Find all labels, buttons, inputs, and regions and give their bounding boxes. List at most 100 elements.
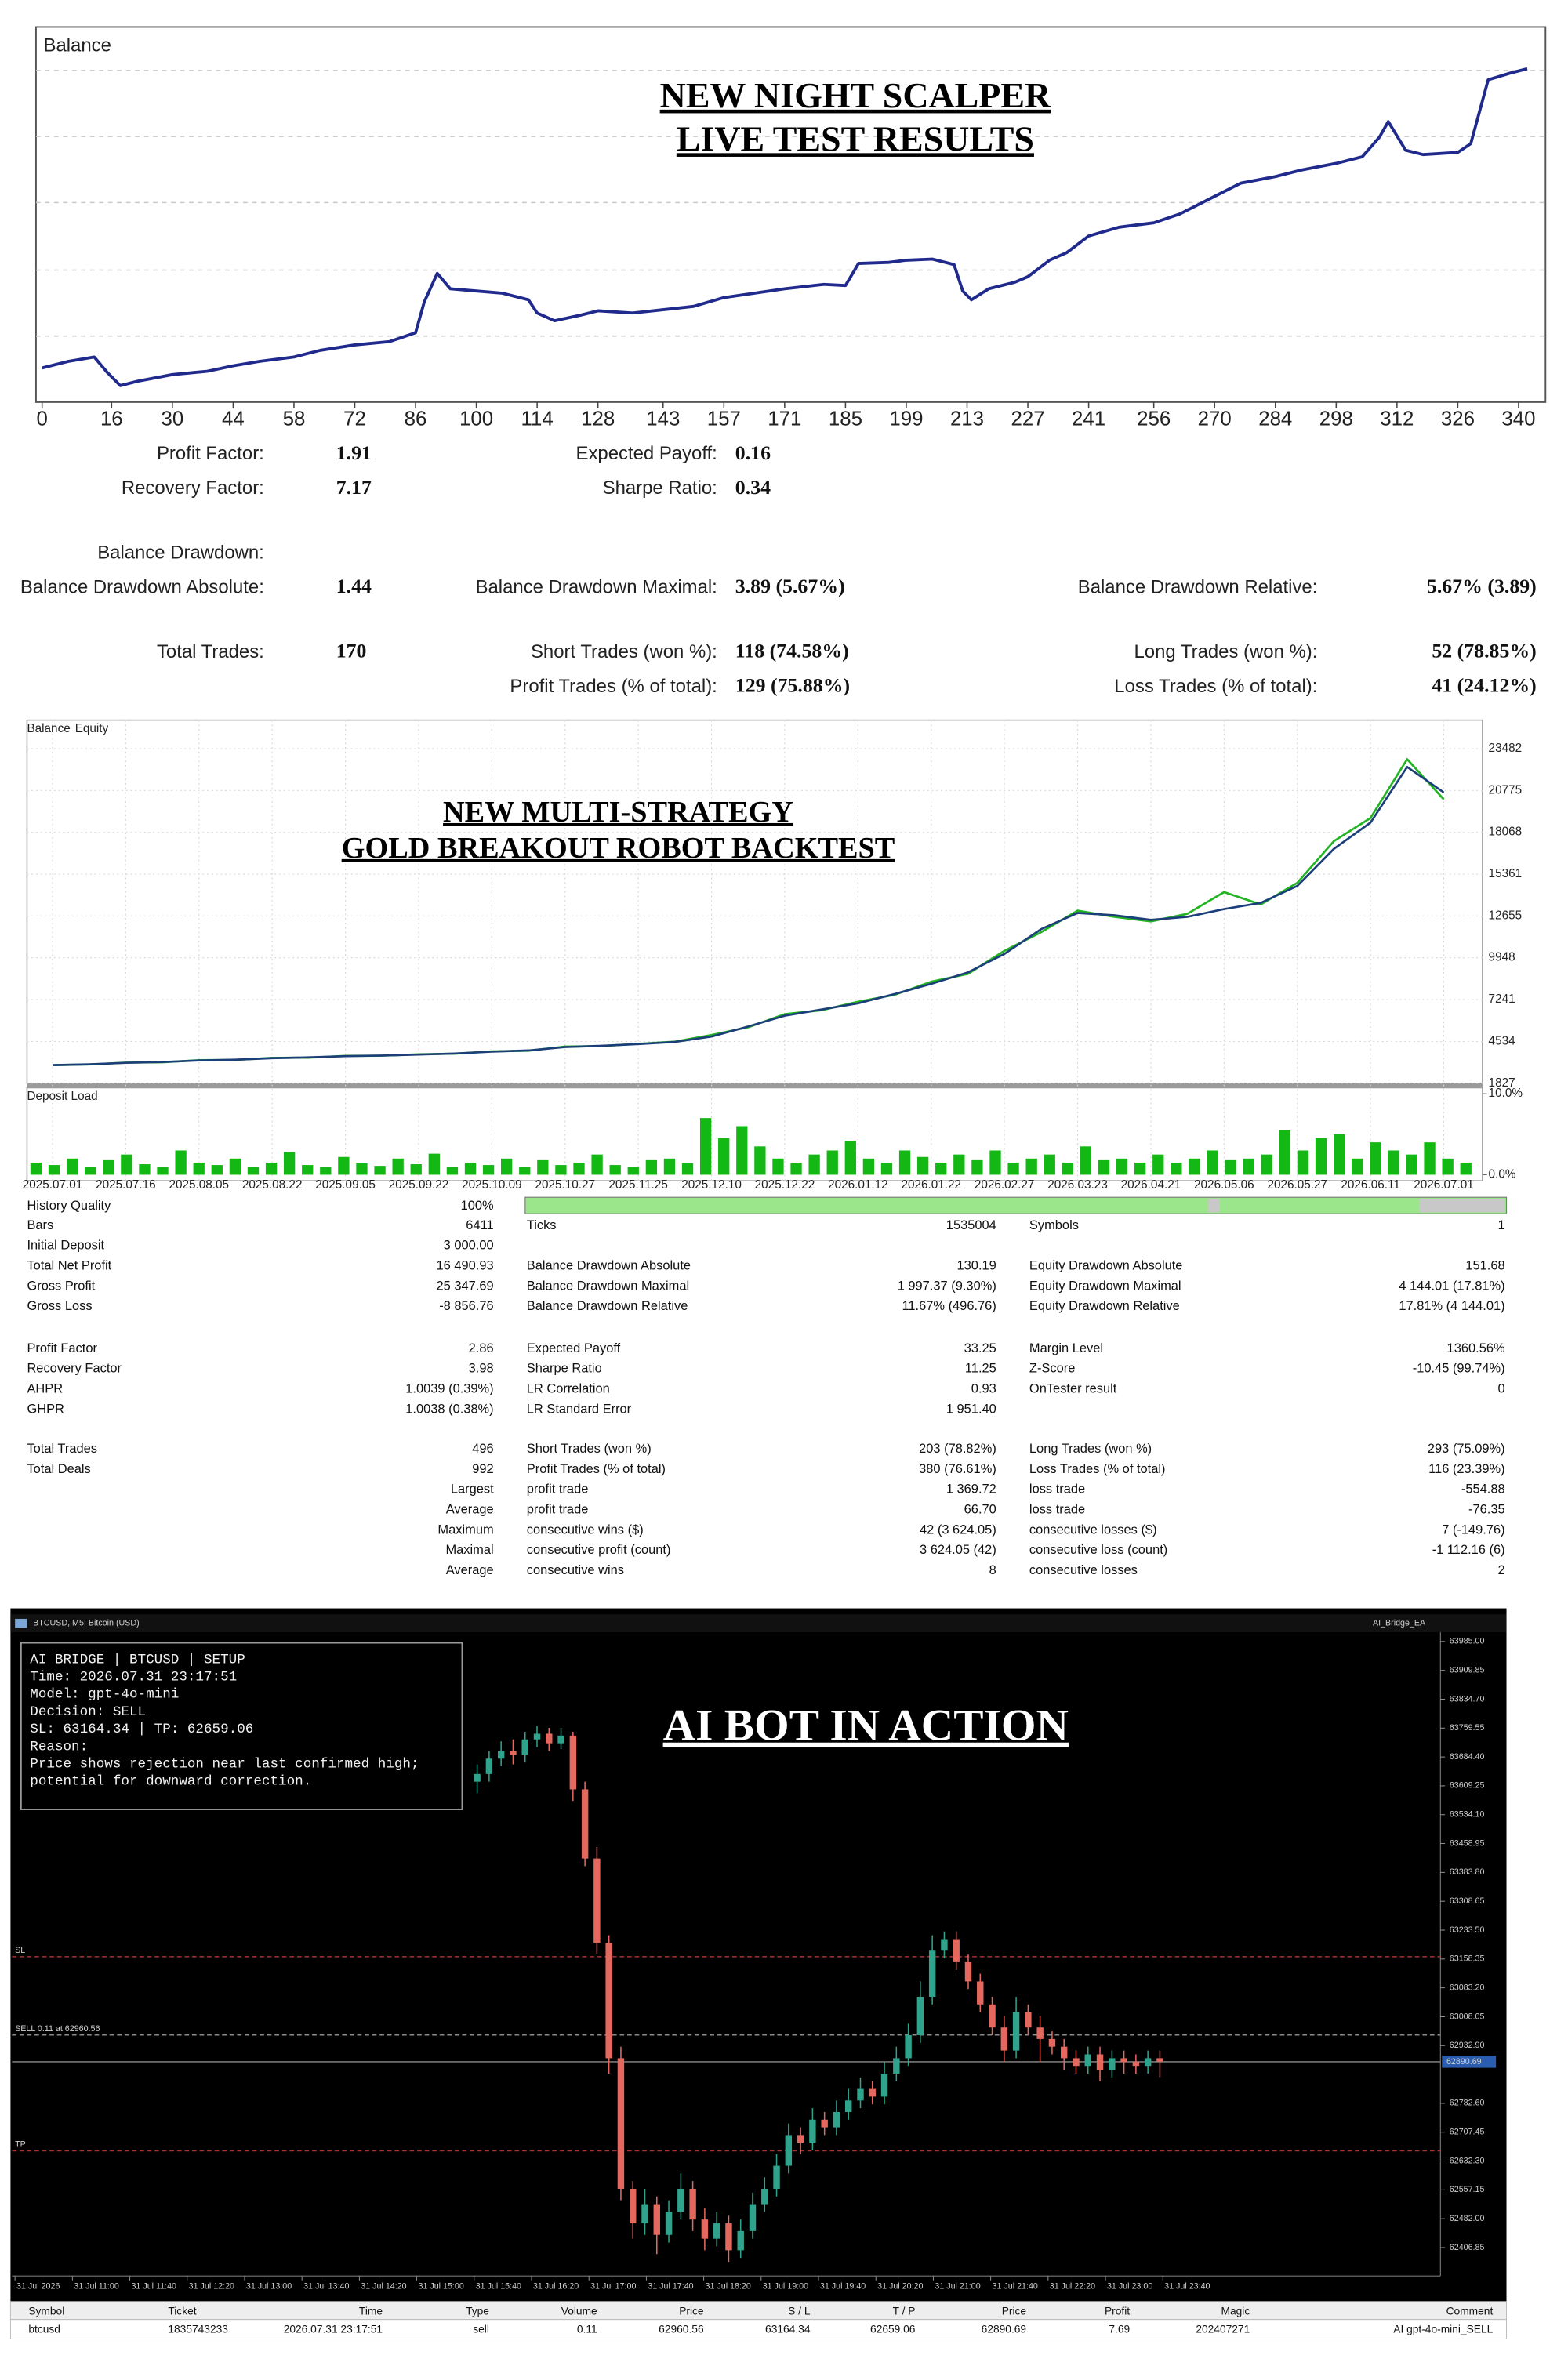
y-tick-label: 63458.95 — [1450, 1838, 1485, 1848]
report-cell: 1.0038 (0.38%) — [405, 1402, 493, 1416]
report-cell: Gross Profit — [27, 1279, 95, 1293]
stat-label: Balance Drawdown Relative: — [1078, 577, 1318, 598]
quality-bar-gap — [1419, 1199, 1505, 1213]
bar — [1225, 1159, 1236, 1175]
report-cell: Expected Payoff — [527, 1341, 621, 1355]
report-cell: 25 347.69 — [437, 1279, 494, 1293]
report-cell: Average — [446, 1503, 494, 1517]
bar — [754, 1146, 766, 1175]
report-cell: 1 997.37 (9.30%) — [898, 1279, 996, 1293]
stat-value: 1.91 — [336, 441, 372, 464]
x-tick-label: 31 Jul 17:00 — [590, 2281, 636, 2291]
table-header: Comment — [1446, 2306, 1494, 2317]
stat-value: 1.44 — [336, 575, 372, 597]
x-tick-label: 31 Jul 12:20 — [189, 2281, 234, 2291]
bar — [1424, 1142, 1436, 1175]
bar — [175, 1150, 187, 1175]
x-tick-label: 199 — [889, 408, 923, 430]
report-cell: Average — [446, 1563, 494, 1577]
candle-body — [821, 2119, 828, 2128]
candle-body — [977, 1981, 984, 2005]
table-header: Ticket — [168, 2306, 196, 2317]
candle-body — [474, 1773, 481, 1782]
report-cell: GHPR — [27, 1402, 64, 1416]
report-cell: profit trade — [527, 1482, 589, 1497]
x-tick-label: 340 — [1501, 408, 1535, 430]
table-header: Volume — [561, 2306, 597, 2317]
candle-body — [1025, 2012, 1032, 2028]
bar — [464, 1162, 477, 1175]
x-tick-label: 31 Jul 13:00 — [246, 2281, 292, 2291]
bar — [1370, 1142, 1381, 1175]
report-cell: -1 112.16 (6) — [1432, 1543, 1505, 1557]
report-cell: AHPR — [27, 1381, 63, 1395]
x-tick-label: 86 — [405, 408, 427, 430]
ai-info-line: Decision: SELL — [30, 1704, 146, 1720]
bar — [211, 1165, 223, 1175]
report-cell: 116 (23.39%) — [1428, 1462, 1504, 1476]
report-cell: consecutive loss (count) — [1029, 1543, 1167, 1557]
report-cell: Loss Trades (% of total) — [1029, 1462, 1166, 1476]
stat-value: 0.34 — [735, 476, 771, 499]
report-cell: Maximum — [437, 1522, 493, 1537]
overlay-title: GOLD BREAKOUT ROBOT BACKTEST — [342, 832, 895, 865]
bar — [1406, 1154, 1417, 1175]
candle-body — [557, 1735, 564, 1744]
stat-value: 118 (74.58%) — [735, 639, 849, 662]
series-line — [42, 67, 1528, 387]
bid-label: 62890.69 — [1446, 2057, 1482, 2067]
table-header: Price — [679, 2306, 704, 2317]
y-tick-label: 62482.00 — [1450, 2214, 1485, 2223]
stat-value: 170 — [336, 639, 367, 662]
candle-body — [725, 2223, 732, 2251]
bar — [1116, 1158, 1128, 1175]
bar — [48, 1165, 60, 1175]
report-cell: 7 (-149.76) — [1442, 1522, 1504, 1537]
bar — [989, 1150, 1001, 1175]
report-cell: -76.35 — [1468, 1503, 1505, 1517]
candle-body — [737, 2230, 744, 2251]
bar — [320, 1167, 332, 1175]
report-cell: 380 (76.61%) — [919, 1462, 996, 1476]
y-tick-label: 9948 — [1489, 951, 1515, 964]
x-tick-label: 31 Jul 11:40 — [131, 2281, 176, 2291]
candle-body — [1096, 2054, 1104, 2070]
candle-body — [797, 2135, 804, 2143]
bar — [862, 1158, 875, 1175]
bar — [338, 1156, 350, 1175]
x-tick-label: 2025.12.10 — [681, 1178, 742, 1192]
x-tick-label: 31 Jul 20:20 — [877, 2281, 923, 2291]
x-tick-label: 72 — [343, 408, 366, 430]
bar — [501, 1158, 513, 1175]
bar — [1388, 1150, 1399, 1175]
bar — [663, 1158, 676, 1175]
legend-balance: Balance — [27, 722, 70, 735]
table-header: S / L — [788, 2306, 811, 2317]
x-tick-label: 2025.07.16 — [96, 1178, 156, 1192]
report-cell: 4 144.01 (17.81%) — [1399, 1279, 1504, 1293]
bar — [880, 1162, 893, 1175]
x-tick-label: 256 — [1137, 408, 1171, 430]
bar — [916, 1156, 929, 1175]
series-line — [52, 765, 1445, 1066]
stat-label: Balance Drawdown Absolute: — [20, 577, 264, 598]
y-tick-label: 10.0% — [1489, 1087, 1523, 1100]
x-tick-label: 2026.01.12 — [828, 1178, 888, 1192]
ai-info-line: Model: gpt-4o-mini — [30, 1687, 179, 1703]
candle-body — [1036, 2027, 1044, 2039]
table-cell: 7.69 — [1109, 2324, 1130, 2335]
table-header: T / P — [893, 2306, 916, 2317]
stat-label: Balance Drawdown Maximal: — [476, 577, 717, 598]
report-cell: 203 (78.82%) — [919, 1442, 996, 1456]
bar — [265, 1162, 278, 1175]
candle-body — [989, 2004, 996, 2028]
x-tick-label: 298 — [1319, 408, 1353, 430]
bar — [1442, 1158, 1454, 1175]
report-cell: 1360.56% — [1447, 1341, 1505, 1355]
bar — [1098, 1159, 1110, 1175]
x-tick-label: 270 — [1198, 408, 1232, 430]
report-cell: Long Trades (won %) — [1029, 1442, 1152, 1456]
y-tick-label: 18068 — [1489, 826, 1523, 839]
bar — [1007, 1162, 1019, 1175]
